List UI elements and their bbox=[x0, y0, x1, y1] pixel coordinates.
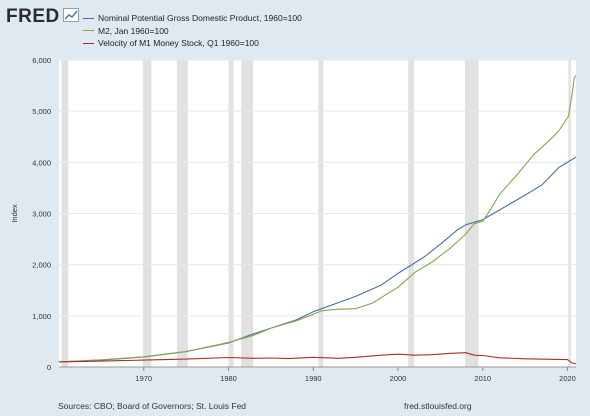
legend-item: M2, Jan 1960=100 bbox=[83, 25, 302, 38]
x-tick-label: 2010 bbox=[474, 374, 491, 383]
axes: 0 1,000 2,000 3,000 4,000 5,000 6,000 1970 1980 1… bbox=[10, 56, 576, 383]
x-tick-label: 2000 bbox=[390, 374, 407, 383]
x-tick-label: 2020 bbox=[559, 374, 576, 383]
legend-swatch bbox=[83, 17, 94, 19]
legend: Nominal Potential Gross Domestic Product… bbox=[83, 12, 302, 50]
series-line bbox=[58, 352, 577, 365]
y-tick-label: 0 bbox=[47, 363, 51, 372]
fred-logo[interactable]: FRED bbox=[6, 6, 79, 28]
series-line bbox=[58, 75, 577, 363]
logo-text: FRED bbox=[6, 6, 60, 27]
legend-label: Velocity of M1 Money Stock, Q1 1960=100 bbox=[98, 38, 259, 49]
legend-label: M2, Jan 1960=100 bbox=[98, 25, 169, 36]
x-tick-label: 1970 bbox=[135, 374, 152, 383]
x-tick-label: 1990 bbox=[305, 374, 322, 383]
grid-lines bbox=[59, 59, 576, 368]
legend-item: Velocity of M1 Money Stock, Q1 1960=100 bbox=[83, 37, 302, 50]
legend-swatch bbox=[83, 42, 94, 44]
y-tick-label: 1,000 bbox=[32, 312, 51, 321]
y-tick-label: 2,000 bbox=[32, 261, 51, 270]
y-tick-label: 5,000 bbox=[32, 107, 51, 116]
legend-item: Nominal Potential Gross Domestic Product… bbox=[83, 12, 302, 25]
y-axis-label: Index bbox=[10, 204, 19, 223]
site-url[interactable]: fred.stlouisfed.org bbox=[404, 401, 472, 411]
y-tick-label: 6,000 bbox=[32, 56, 51, 65]
legend-label: Nominal Potential Gross Domestic Product… bbox=[98, 13, 302, 23]
legend-swatch bbox=[83, 30, 94, 32]
y-tick-label: 4,000 bbox=[32, 158, 51, 167]
source-note: Sources: CBO; Board of Governors; St. Lo… bbox=[58, 401, 247, 411]
y-tick-label: 3,000 bbox=[32, 210, 51, 219]
x-tick-label: 1980 bbox=[220, 374, 237, 383]
line-chart-icon bbox=[62, 7, 79, 27]
series-lines bbox=[58, 75, 577, 365]
